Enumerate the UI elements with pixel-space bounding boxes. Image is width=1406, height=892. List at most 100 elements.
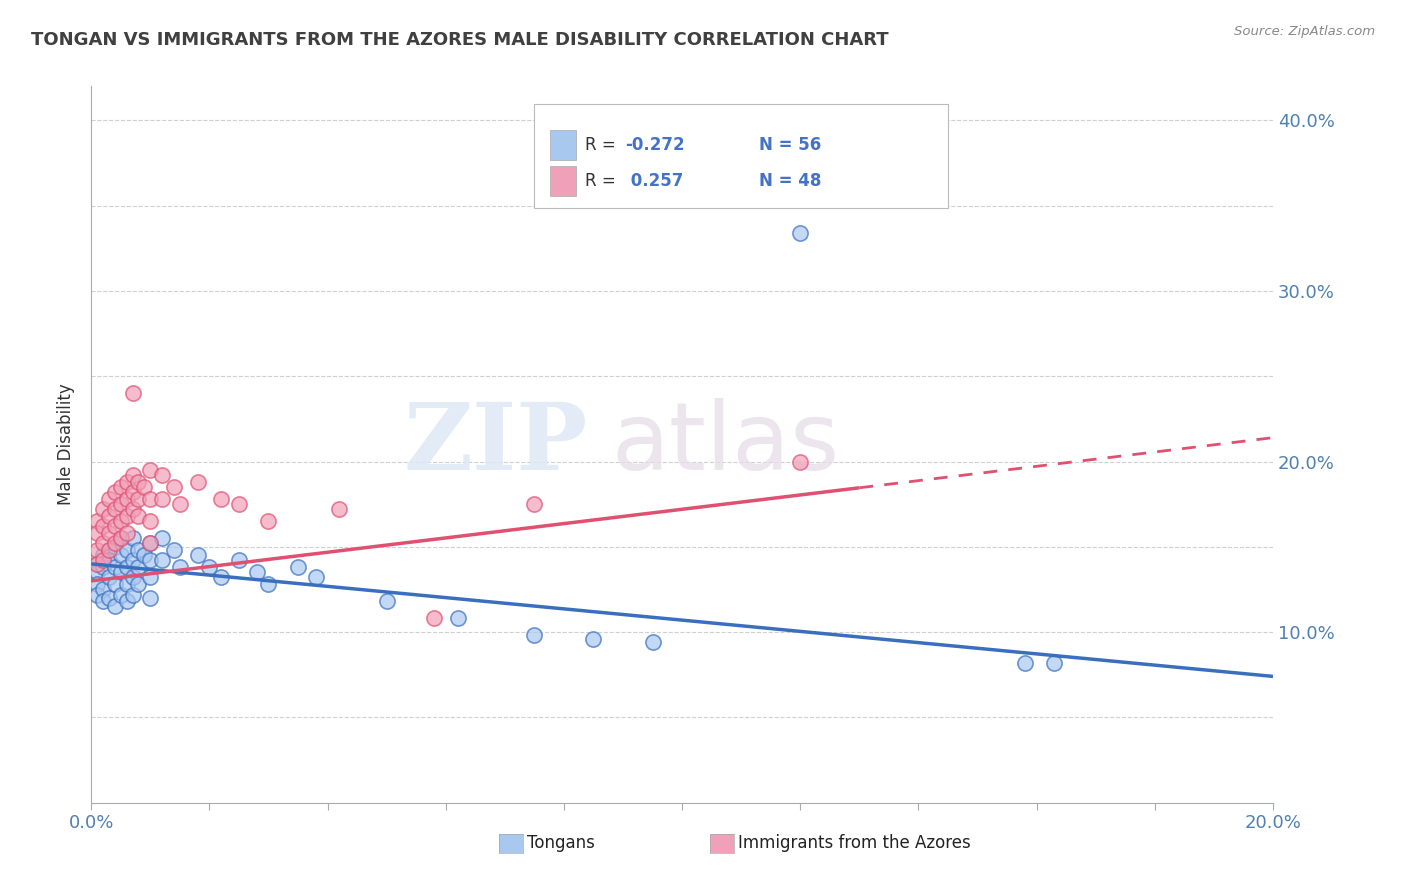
Point [97, 491, 120, 506]
Point [127, 560, 149, 574]
Point [86, 566, 108, 580]
Point [86, 588, 108, 602]
Point [523, 497, 546, 511]
FancyBboxPatch shape [550, 129, 575, 160]
Point [104, 502, 127, 516]
Text: R =: R = [585, 172, 621, 190]
Point [115, 509, 138, 524]
Point [150, 491, 173, 506]
Point [104, 599, 127, 614]
Point [1043, 656, 1066, 670]
Text: atlas: atlas [612, 399, 839, 491]
Point [115, 594, 138, 608]
Point [139, 570, 162, 584]
Point [97, 543, 120, 558]
FancyBboxPatch shape [550, 166, 575, 196]
Point [121, 485, 143, 500]
Point [121, 570, 143, 584]
Point [115, 491, 138, 506]
Point [97, 591, 120, 605]
Point [121, 502, 143, 516]
Point [1014, 656, 1036, 670]
Point [139, 463, 162, 477]
Point [91, 519, 114, 533]
Point [97, 526, 120, 541]
Point [186, 549, 208, 563]
Point [110, 531, 132, 545]
Point [163, 543, 186, 558]
Point [139, 553, 162, 567]
Point [209, 570, 232, 584]
Point [104, 519, 127, 533]
Point [328, 502, 350, 516]
Point [115, 577, 138, 591]
Point [121, 553, 143, 567]
Point [139, 536, 162, 550]
Text: R =: R = [585, 136, 621, 153]
Point [139, 514, 162, 528]
Point [97, 509, 120, 524]
Point [246, 566, 269, 580]
Point [127, 491, 149, 506]
Point [115, 475, 138, 489]
Point [110, 549, 132, 563]
Point [121, 531, 143, 545]
Point [127, 509, 149, 524]
Text: N = 48: N = 48 [759, 172, 821, 190]
Text: -0.272: -0.272 [626, 136, 685, 153]
Point [209, 491, 232, 506]
Point [257, 577, 280, 591]
Point [86, 557, 108, 571]
Point [139, 536, 162, 550]
Point [104, 560, 127, 574]
Point [134, 480, 156, 494]
Point [375, 594, 398, 608]
Point [163, 480, 186, 494]
Point [86, 514, 108, 528]
Point [91, 594, 114, 608]
Point [257, 514, 280, 528]
Point [115, 560, 138, 574]
Point [228, 553, 250, 567]
Point [228, 497, 250, 511]
Point [186, 475, 208, 489]
Point [110, 514, 132, 528]
Point [139, 591, 162, 605]
Text: 0.257: 0.257 [626, 172, 683, 190]
Point [127, 577, 149, 591]
Point [789, 226, 811, 240]
Point [86, 526, 108, 541]
Point [97, 543, 120, 558]
Point [582, 632, 605, 646]
Point [134, 549, 156, 563]
FancyBboxPatch shape [534, 104, 948, 208]
Point [97, 570, 120, 584]
Text: N = 56: N = 56 [759, 136, 821, 153]
Point [198, 560, 221, 574]
Point [305, 570, 328, 584]
Text: TONGAN VS IMMIGRANTS FROM THE AZORES MALE DISABILITY CORRELATION CHART: TONGAN VS IMMIGRANTS FROM THE AZORES MAL… [31, 31, 889, 49]
Point [287, 560, 309, 574]
Point [97, 553, 120, 567]
Point [789, 454, 811, 468]
Point [104, 536, 127, 550]
Point [641, 635, 664, 649]
Text: ZIP: ZIP [404, 400, 588, 490]
Point [110, 480, 132, 494]
Point [139, 491, 162, 506]
Point [150, 468, 173, 483]
Point [121, 588, 143, 602]
Point [169, 497, 191, 511]
Point [104, 577, 127, 591]
Point [91, 536, 114, 550]
Text: Source: ZipAtlas.com: Source: ZipAtlas.com [1234, 25, 1375, 38]
Point [86, 557, 108, 571]
Point [121, 468, 143, 483]
Point [169, 560, 191, 574]
Point [150, 531, 173, 545]
Point [150, 553, 173, 567]
Point [110, 588, 132, 602]
Point [110, 566, 132, 580]
Point [104, 540, 127, 554]
Point [91, 553, 114, 567]
